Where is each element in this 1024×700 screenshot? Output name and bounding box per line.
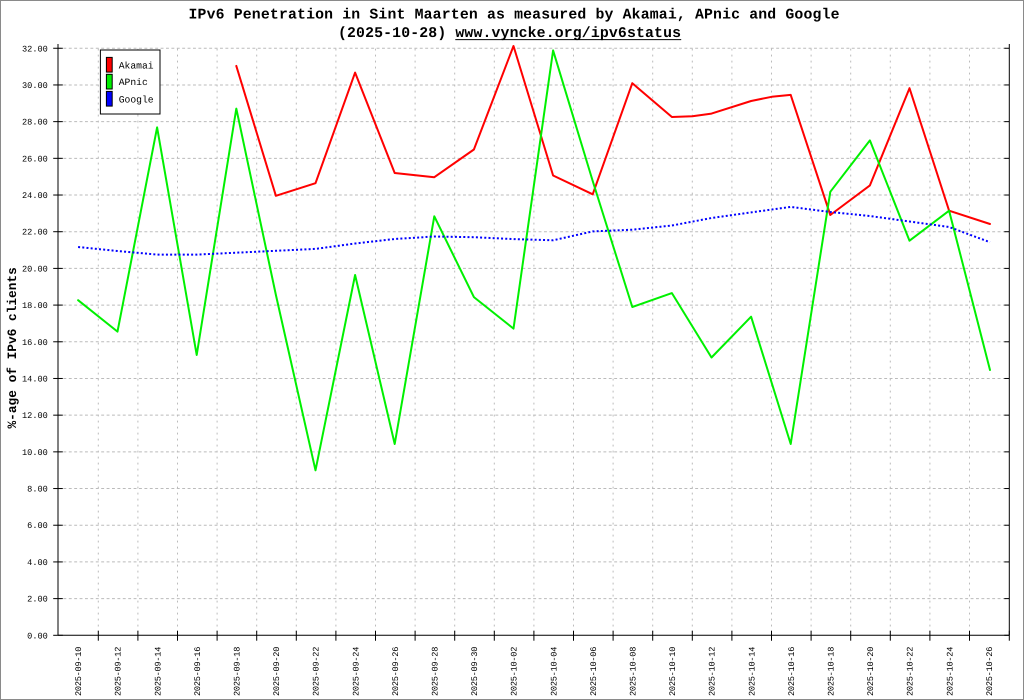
svg-text:18.00: 18.00 (22, 301, 48, 311)
svg-text:0.00: 0.00 (27, 631, 48, 641)
svg-text:2025-10-16: 2025-10-16 (787, 647, 797, 696)
svg-text:2025-10-24: 2025-10-24 (945, 647, 955, 696)
svg-text:(2025-10-28) www.vyncke.org/ip: (2025-10-28) www.vyncke.org/ipv6status (338, 26, 681, 42)
svg-text:%-age of IPv6 clients: %-age of IPv6 clients (5, 267, 20, 428)
svg-text:2025-10-06: 2025-10-06 (589, 647, 599, 696)
svg-text:2025-10-20: 2025-10-20 (866, 647, 876, 696)
svg-text:Google: Google (119, 94, 154, 105)
svg-text:22.00: 22.00 (22, 228, 48, 238)
svg-text:26.00: 26.00 (22, 154, 48, 164)
svg-text:2025-09-16: 2025-09-16 (193, 647, 203, 696)
svg-text:2025-10-04: 2025-10-04 (549, 647, 559, 696)
svg-text:16.00: 16.00 (22, 338, 48, 348)
svg-text:Akamai: Akamai (119, 60, 154, 71)
svg-text:APnic: APnic (119, 77, 148, 88)
svg-text:IPv6 Penetration in Sint Maart: IPv6 Penetration in Sint Maarten as meas… (189, 8, 840, 24)
svg-text:32.00: 32.00 (22, 44, 48, 54)
svg-text:2025-10-12: 2025-10-12 (708, 647, 718, 696)
svg-text:2025-09-26: 2025-09-26 (391, 647, 401, 696)
svg-text:2025-09-12: 2025-09-12 (114, 647, 124, 696)
svg-text:20.00: 20.00 (22, 264, 48, 274)
svg-text:12.00: 12.00 (22, 411, 48, 421)
svg-text:2.00: 2.00 (27, 595, 48, 605)
svg-text:10.00: 10.00 (22, 448, 48, 458)
svg-text:2025-09-24: 2025-09-24 (351, 647, 361, 696)
svg-text:2025-09-22: 2025-09-22 (312, 647, 322, 696)
svg-text:2025-09-14: 2025-09-14 (153, 647, 163, 696)
svg-text:2025-10-18: 2025-10-18 (827, 647, 837, 696)
svg-text:2025-09-10: 2025-09-10 (74, 647, 84, 696)
svg-text:2025-10-14: 2025-10-14 (747, 647, 757, 696)
svg-text:4.00: 4.00 (27, 558, 48, 568)
svg-text:2025-10-26: 2025-10-26 (985, 647, 995, 696)
svg-text:28.00: 28.00 (22, 118, 48, 128)
svg-text:2025-10-02: 2025-10-02 (510, 647, 520, 696)
svg-text:2025-10-08: 2025-10-08 (629, 647, 639, 696)
svg-text:6.00: 6.00 (27, 521, 48, 531)
svg-text:8.00: 8.00 (27, 485, 48, 495)
svg-text:24.00: 24.00 (22, 191, 48, 201)
svg-text:2025-09-30: 2025-09-30 (470, 647, 480, 696)
svg-text:30.00: 30.00 (22, 81, 48, 91)
svg-text:14.00: 14.00 (22, 374, 48, 384)
svg-text:2025-09-18: 2025-09-18 (233, 647, 243, 696)
svg-text:2025-10-10: 2025-10-10 (668, 647, 678, 696)
svg-text:2025-10-22: 2025-10-22 (906, 647, 916, 696)
svg-text:2025-09-20: 2025-09-20 (272, 647, 282, 696)
svg-text:2025-09-28: 2025-09-28 (431, 647, 441, 696)
